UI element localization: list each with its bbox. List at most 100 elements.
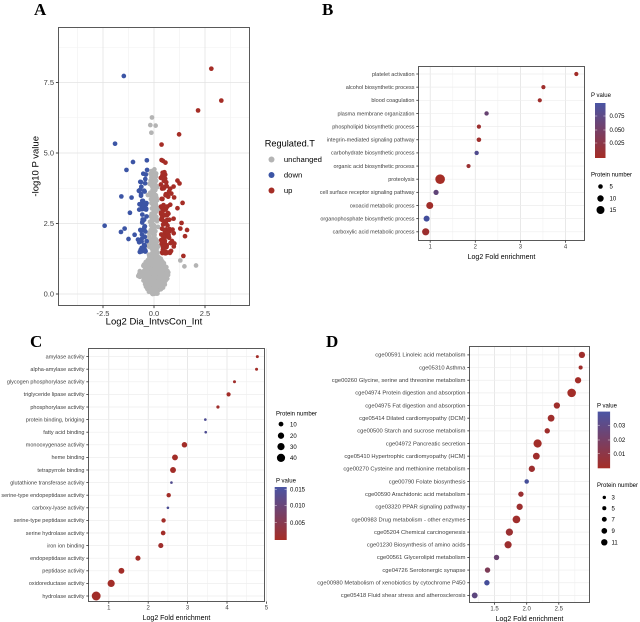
svg-text:15: 15 <box>610 208 617 214</box>
svg-text:B: B <box>322 0 333 19</box>
svg-text:4: 4 <box>564 245 568 251</box>
svg-text:triglyceride lipase activity: triglyceride lipase activity <box>24 392 85 398</box>
svg-text:carboxy-lyase activity: carboxy-lyase activity <box>32 506 85 512</box>
svg-text:unchanged: unchanged <box>284 155 322 164</box>
svg-text:0.075: 0.075 <box>610 114 626 120</box>
svg-text:phosphorylase activity: phosphorylase activity <box>30 405 84 411</box>
svg-text:cge00260 Glycine, serine and t: cge00260 Glycine, serine and threonine m… <box>332 378 466 384</box>
svg-text:2.0: 2.0 <box>523 607 532 613</box>
svg-text:platelet activation: platelet activation <box>372 72 415 78</box>
svg-text:cge00980 Metabolism of xenobio: cge00980 Metabolism of xenobiotics by cy… <box>317 581 465 587</box>
svg-text:Protein number: Protein number <box>597 483 638 489</box>
svg-text:alpha-amylase activity: alpha-amylase activity <box>30 367 84 373</box>
svg-text:10: 10 <box>290 422 297 428</box>
svg-text:cge04726 Serotonergic synapse: cge04726 Serotonergic synapse <box>382 568 465 574</box>
svg-text:1: 1 <box>429 245 433 251</box>
svg-text:alcohol biosynthetic process: alcohol biosynthetic process <box>346 85 415 91</box>
svg-text:carbohydrate biosynthetic proc: carbohydrate biosynthetic process <box>331 151 415 157</box>
svg-text:C: C <box>30 332 42 351</box>
svg-text:cge04974 Protein digestion and: cge04974 Protein digestion and absorptio… <box>355 391 465 397</box>
svg-text:5: 5 <box>612 506 616 512</box>
svg-text:30: 30 <box>290 445 297 451</box>
svg-text:20: 20 <box>290 434 297 440</box>
svg-text:0.0: 0.0 <box>44 290 54 299</box>
svg-text:D: D <box>326 332 338 351</box>
svg-text:P value: P value <box>591 93 612 99</box>
svg-text:Log2 Fold enrichment: Log2 Fold enrichment <box>143 615 211 622</box>
svg-text:monooxygenase activity: monooxygenase activity <box>26 443 85 449</box>
svg-text:oxidoreductase activity: oxidoreductase activity <box>29 581 85 587</box>
svg-text:carboxylic acid metabolic proc: carboxylic acid metabolic process <box>333 230 415 236</box>
svg-text:A: A <box>34 0 47 19</box>
svg-text:proteolysis: proteolysis <box>388 177 415 183</box>
svg-text:endopeptidase activity: endopeptidase activity <box>30 556 85 562</box>
svg-text:tetrapyrrole binding: tetrapyrrole binding <box>37 468 84 474</box>
svg-text:glutathione transferase activi: glutathione transferase activity <box>10 480 85 486</box>
svg-text:9: 9 <box>612 529 616 535</box>
svg-text:amylase activity: amylase activity <box>46 354 85 360</box>
svg-text:plasma membrane organization: plasma membrane organization <box>337 111 414 117</box>
svg-text:11: 11 <box>612 541 619 547</box>
svg-text:0.0: 0.0 <box>149 309 159 318</box>
svg-text:Log2 Fold enrichment: Log2 Fold enrichment <box>496 616 564 622</box>
svg-text:2: 2 <box>147 606 151 612</box>
svg-text:cge00500 Starch and sucrose me: cge00500 Starch and sucrose metabolism <box>357 429 465 435</box>
svg-text:cge04972 Pancreatic secretion: cge04972 Pancreatic secretion <box>386 441 466 447</box>
svg-text:peptidase activity: peptidase activity <box>42 569 84 575</box>
svg-text:organic acid biosynthetic proc: organic acid biosynthetic process <box>333 164 414 170</box>
svg-text:cge00561 Glycerolipid metaboli: cge00561 Glycerolipid metabolism <box>377 555 466 561</box>
svg-text:iron ion binding: iron ion binding <box>47 543 84 549</box>
svg-text:1: 1 <box>107 606 111 612</box>
svg-text:Regulated.T: Regulated.T <box>265 139 315 149</box>
svg-text:blood coagulation: blood coagulation <box>371 98 414 104</box>
svg-text:serine-type peptidase activity: serine-type peptidase activity <box>14 518 85 524</box>
svg-text:P value: P value <box>276 478 297 484</box>
svg-text:heme binding: heme binding <box>51 455 84 461</box>
svg-text:7: 7 <box>612 518 616 524</box>
svg-text:2: 2 <box>474 245 478 251</box>
svg-text:hydrolase activity: hydrolase activity <box>42 594 84 600</box>
svg-text:0.025: 0.025 <box>610 141 626 147</box>
svg-text:40: 40 <box>290 456 297 462</box>
svg-text:cge00983 Drug metabolism - oth: cge00983 Drug metabolism - other enzymes <box>351 517 465 523</box>
svg-text:cge04975 Fat digestion and abs: cge04975 Fat digestion and absorption <box>365 403 465 409</box>
svg-text:5: 5 <box>610 185 614 191</box>
svg-text:3: 3 <box>612 496 616 502</box>
svg-text:phospholipid biosynthetic proc: phospholipid biosynthetic process <box>332 124 414 130</box>
svg-text:serine-type endopeptidase acti: serine-type endopeptidase activity <box>1 493 84 499</box>
svg-text:2.5: 2.5 <box>200 309 210 318</box>
svg-text:serine hydrolase activity: serine hydrolase activity <box>26 531 85 537</box>
svg-text:integrin-mediated signaling pa: integrin-mediated signaling pathway <box>327 138 415 144</box>
svg-text:down: down <box>284 171 302 180</box>
svg-text:-2.5: -2.5 <box>97 309 110 318</box>
svg-text:10: 10 <box>610 197 617 203</box>
svg-text:1.5: 1.5 <box>490 607 499 613</box>
svg-text:Protein number: Protein number <box>591 173 632 179</box>
svg-text:Log2 Fold enrichment: Log2 Fold enrichment <box>468 254 536 261</box>
svg-text:0.050: 0.050 <box>610 128 626 134</box>
svg-text:cge05414 Dilated cardiomyopath: cge05414 Dilated cardiomyopathy (DCM) <box>359 416 465 422</box>
svg-text:cge05204 Chemical carcinogenes: cge05204 Chemical carcinogenesis <box>374 530 466 536</box>
svg-text:2.5: 2.5 <box>555 607 564 613</box>
svg-text:7.5: 7.5 <box>44 78 54 87</box>
svg-text:up: up <box>284 186 293 195</box>
svg-text:cge05418 Fluid shear stress an: cge05418 Fluid shear stress and atherosc… <box>341 593 466 599</box>
svg-text:glycogen phosphorylase activit: glycogen phosphorylase activity <box>7 380 85 386</box>
svg-text:protein binding, bridging: protein binding, bridging <box>26 417 85 423</box>
svg-text:Protein number: Protein number <box>276 412 317 418</box>
svg-text:cge00270 Cysteine and methioni: cge00270 Cysteine and methionine metabol… <box>343 467 465 473</box>
svg-text:organophosphate biosynthetic p: organophosphate biosynthetic process <box>320 216 414 222</box>
svg-text:2.5: 2.5 <box>44 219 54 228</box>
svg-text:cge05410 Hypertrophic cardiomy: cge05410 Hypertrophic cardiomyopathy (HC… <box>344 454 465 460</box>
svg-text:cge00790 Folate biosynthesis: cge00790 Folate biosynthesis <box>389 479 466 485</box>
svg-text:cge01230 Biosynthesis of amino: cge01230 Biosynthesis of amino acids <box>367 543 466 549</box>
svg-text:3: 3 <box>186 606 190 612</box>
svg-text:4: 4 <box>225 606 229 612</box>
svg-text:cge03320 PPAR signaling pathwa: cge03320 PPAR signaling pathway <box>375 505 465 511</box>
svg-text:cell surface receptor signalin: cell surface receptor signaling pathway <box>320 190 415 196</box>
svg-text:fatty acid binding: fatty acid binding <box>43 430 84 436</box>
svg-text:0.015: 0.015 <box>290 488 306 494</box>
svg-text:cge00591 Linoleic acid metabol: cge00591 Linoleic acid metabolism <box>375 353 465 359</box>
svg-text:P value: P value <box>597 404 618 410</box>
svg-text:3: 3 <box>519 245 523 251</box>
